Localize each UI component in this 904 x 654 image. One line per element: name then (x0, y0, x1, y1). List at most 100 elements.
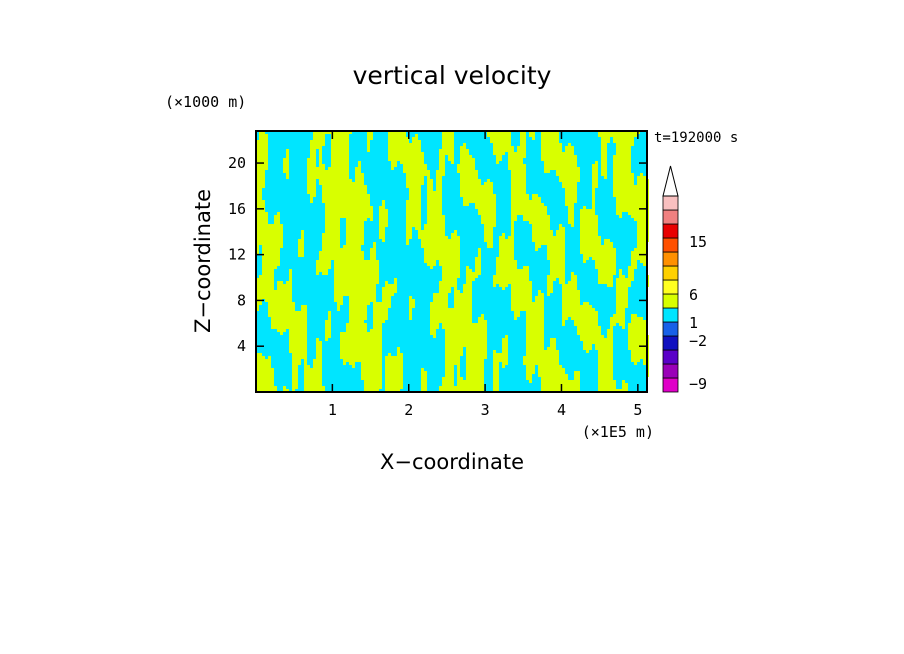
field-cell (562, 293, 580, 296)
field-cell (430, 329, 436, 332)
field-cell (493, 389, 499, 392)
field-cell (457, 371, 460, 374)
field-cell (331, 140, 349, 143)
field-cell (517, 146, 526, 149)
field-cell (256, 296, 292, 299)
field-cell (613, 188, 649, 191)
field-cell (601, 161, 607, 164)
field-cell (379, 206, 385, 209)
field-cell (493, 149, 514, 152)
field-cell (262, 251, 280, 254)
field-cell (601, 158, 607, 161)
field-cell (613, 173, 634, 176)
field-cell (256, 365, 271, 368)
field-cell (274, 218, 280, 221)
field-cell (421, 383, 427, 386)
x-tick-label: 3 (481, 401, 490, 419)
field-cell (511, 185, 526, 188)
field-cell (580, 242, 601, 245)
field-cell (433, 293, 448, 296)
field-cell (283, 167, 289, 170)
field-cell (445, 350, 463, 353)
field-cell (631, 353, 649, 356)
field-cell (412, 137, 418, 140)
field-cell (364, 380, 382, 383)
field-cell (547, 347, 556, 350)
field-cell (298, 254, 304, 257)
field-cell (385, 368, 403, 371)
field-cell (526, 374, 532, 377)
field-cell (310, 152, 316, 155)
field-cell (346, 329, 367, 332)
field-cell (526, 323, 544, 326)
field-cell (493, 356, 508, 359)
field-cell (379, 215, 388, 218)
field-cell (610, 323, 616, 326)
field-cell (385, 383, 403, 386)
field-cell (313, 137, 325, 140)
field-cell (592, 170, 598, 173)
field-cell (289, 338, 307, 341)
field-cell (454, 305, 472, 308)
field-cell (616, 296, 628, 299)
field-cell (616, 302, 628, 305)
field-cell (580, 335, 604, 338)
field-cell (529, 131, 535, 134)
field-cell (484, 233, 493, 236)
field-cell (268, 356, 271, 359)
field-cell (268, 305, 295, 308)
field-cell (493, 386, 499, 389)
field-cell (598, 269, 616, 272)
field-cell (286, 149, 289, 152)
field-cell (268, 311, 307, 314)
field-cell (595, 344, 613, 347)
field-cell (538, 368, 565, 371)
field-cell (559, 224, 562, 227)
field-cell (445, 335, 487, 338)
field-cell (511, 299, 532, 302)
field-cell (385, 380, 403, 383)
field-cell (508, 161, 523, 164)
field-cell (511, 212, 547, 215)
field-cell (256, 179, 265, 182)
field-cell (421, 386, 427, 389)
field-cell (445, 341, 487, 344)
field-cell (436, 182, 442, 185)
field-cell (541, 377, 568, 380)
field-cell (637, 242, 646, 245)
field-cell (442, 134, 454, 137)
field-cell (493, 350, 496, 353)
field-cell (562, 290, 580, 293)
field-cell (583, 206, 586, 209)
field-cell (430, 266, 433, 269)
field-cell (628, 212, 649, 215)
field-cell (256, 218, 268, 221)
field-cell (439, 260, 460, 263)
field-cell (562, 317, 568, 320)
field-cell (262, 254, 280, 257)
field-cell (526, 350, 559, 353)
field-cell (592, 164, 598, 167)
field-cell (340, 347, 382, 350)
field-cell (547, 245, 565, 248)
field-cell (421, 239, 460, 242)
field-cell (526, 332, 544, 335)
x-tick-label: 2 (404, 401, 413, 419)
field-cell (499, 242, 514, 245)
field-cell (463, 200, 496, 203)
field-cell (598, 362, 613, 365)
field-cell (478, 212, 496, 215)
field-cell (421, 380, 427, 383)
field-cell (439, 158, 445, 161)
field-cell (598, 377, 613, 380)
field-cell (388, 140, 409, 143)
field-cell (367, 143, 370, 146)
field-cell (322, 248, 361, 251)
field-cell (463, 284, 472, 287)
field-cell (313, 359, 322, 362)
field-cell (409, 311, 412, 314)
field-cell (409, 194, 421, 197)
field-cell (367, 146, 370, 149)
field-cell (385, 371, 403, 374)
field-cell (256, 209, 265, 212)
